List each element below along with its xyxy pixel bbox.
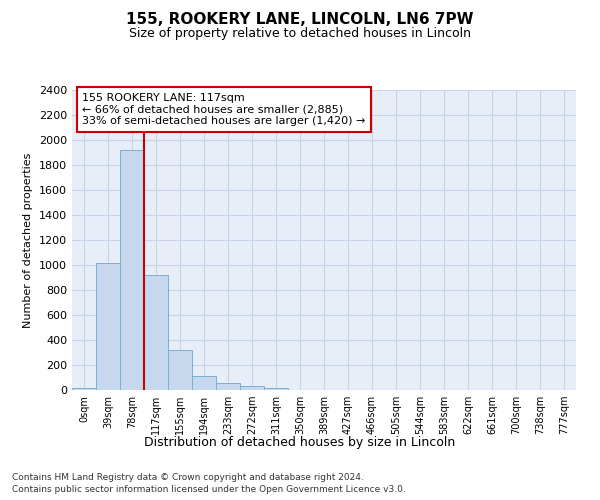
- Bar: [264, 388, 288, 390]
- Bar: [72, 388, 96, 390]
- Text: Contains public sector information licensed under the Open Government Licence v3: Contains public sector information licen…: [12, 485, 406, 494]
- Bar: [192, 376, 216, 390]
- Text: Contains HM Land Registry data © Crown copyright and database right 2024.: Contains HM Land Registry data © Crown c…: [12, 472, 364, 482]
- Text: Distribution of detached houses by size in Lincoln: Distribution of detached houses by size …: [145, 436, 455, 449]
- Bar: [120, 150, 144, 390]
- Y-axis label: Number of detached properties: Number of detached properties: [23, 152, 34, 328]
- Text: Size of property relative to detached houses in Lincoln: Size of property relative to detached ho…: [129, 28, 471, 40]
- Text: 155, ROOKERY LANE, LINCOLN, LN6 7PW: 155, ROOKERY LANE, LINCOLN, LN6 7PW: [126, 12, 474, 28]
- Bar: [144, 275, 168, 390]
- Bar: [240, 386, 264, 390]
- Bar: [216, 383, 240, 390]
- Text: 155 ROOKERY LANE: 117sqm
← 66% of detached houses are smaller (2,885)
33% of sem: 155 ROOKERY LANE: 117sqm ← 66% of detach…: [82, 93, 365, 126]
- Bar: [168, 350, 192, 390]
- Bar: [96, 262, 120, 390]
